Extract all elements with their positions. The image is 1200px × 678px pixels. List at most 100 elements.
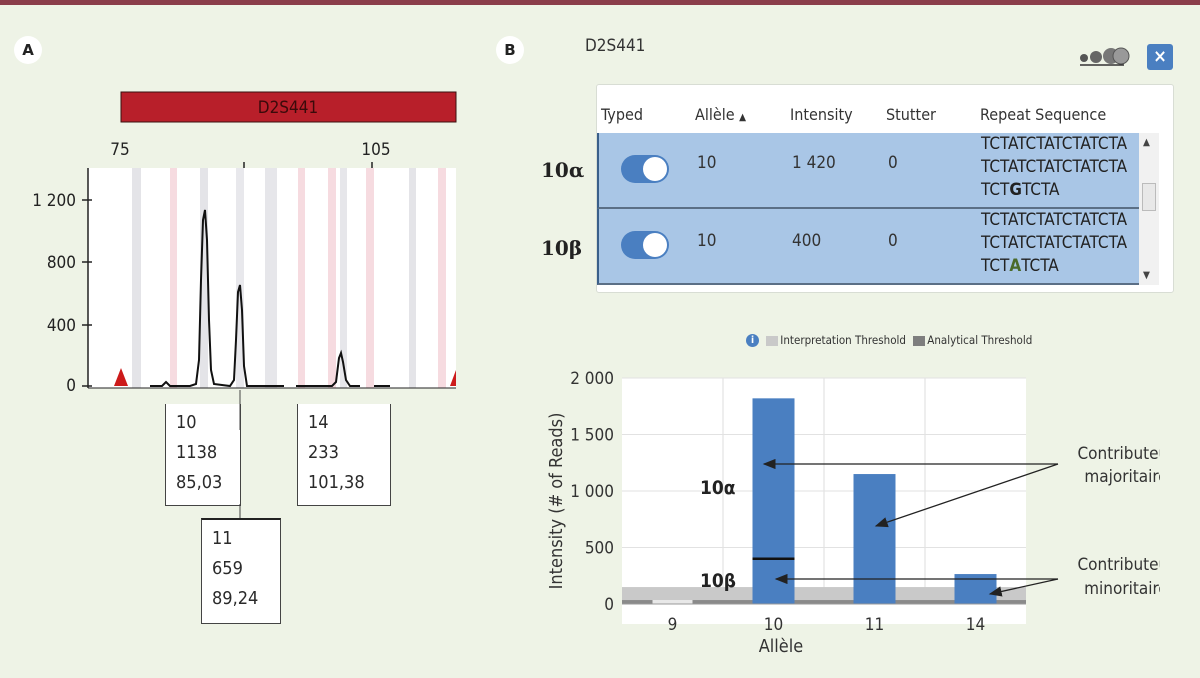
column-header-allele-label: Allèle (695, 105, 735, 124)
locus-title: D2S441 (585, 36, 646, 56)
chart-thresholds (622, 587, 1026, 604)
column-header-repeat-sequence[interactable]: Repeat Sequence (980, 105, 1107, 124)
label-majority-line2: majoritaire (1084, 467, 1160, 487)
peak-label-allele-11: 11 659 89,24 (201, 518, 281, 624)
leader-line-11 (239, 504, 241, 520)
row-label-beta: 10β (541, 236, 583, 260)
interpretation-threshold-band (622, 587, 1026, 604)
marker-bar (120, 91, 457, 123)
label-minority-line2: minoritaire (1084, 579, 1160, 599)
bar-allele-11[interactable] (853, 474, 896, 604)
threshold-legend: i Interpretation Threshold Analytical Th… (746, 333, 1032, 347)
table-scrollbar[interactable]: ▲ ▼ (1139, 133, 1159, 285)
top-accent-bar (0, 0, 1200, 5)
peak-leader-lines (239, 390, 241, 430)
y-tick-label: 0 (66, 376, 76, 396)
bar-allele-9[interactable] (652, 600, 693, 604)
variant-base: A (1009, 256, 1022, 276)
size-standard-marker-left (114, 368, 128, 386)
cell-allele: 10 (697, 153, 717, 173)
typed-toggle[interactable] (621, 231, 669, 259)
size-standard-marker-right (450, 370, 456, 386)
peak-label-allele-10: 10 1138 85,03 (165, 404, 241, 506)
peak-size: 101,38 (308, 472, 365, 493)
column-header-allele[interactable]: Allèle ▲ (695, 105, 746, 124)
y-axis-ticks (82, 199, 92, 387)
size-scale-right: 105 (361, 140, 390, 160)
variant-base: G (1009, 180, 1022, 200)
cell-intensity: 400 (792, 231, 822, 251)
scroll-down-icon[interactable]: ▼ (1143, 270, 1150, 281)
peak-height: 659 (212, 558, 243, 579)
sequence-line: TCTGTCTA (981, 180, 1060, 200)
bar-allele-10[interactable] (752, 398, 795, 604)
toggle-knob (643, 157, 667, 181)
intensity-bar-chart: 2 000 1 500 1 000 500 0 9 10 11 14 Allèle Inten… (546, 369, 1160, 657)
column-header-stutter[interactable]: Stutter (886, 105, 936, 124)
size-scale-left: 75 (110, 140, 129, 160)
peak-label-allele-14: 14 233 101,38 (297, 404, 391, 506)
bar-annotation-alpha: 10α (700, 477, 736, 499)
analytical-swatch (913, 335, 926, 346)
x-tick-label: 11 (865, 615, 884, 635)
column-header-typed[interactable]: Typed (601, 105, 643, 124)
allele-bins (132, 168, 446, 388)
cell-allele: 10 (697, 231, 717, 251)
panel-a-label: A (14, 36, 42, 64)
column-header-intensity[interactable]: Intensity (790, 105, 853, 124)
typed-toggle[interactable] (621, 155, 669, 183)
table-row[interactable]: 10 1 420 0 TCTATCTATCTATCTA TCTATCTATCTA… (597, 133, 1139, 209)
x-tick-label: 9 (668, 615, 678, 635)
row-label-alpha: 10α (541, 158, 585, 182)
marker-bar-label: D2S441 (258, 98, 318, 118)
x-tick-label: 10 (764, 615, 783, 635)
cell-repeat-sequence: TCTATCTATCTATCTA TCTATCTATCTATCTA TCTATC… (981, 209, 1127, 278)
sequence-line: TCTATCTATCTATCTA (981, 157, 1128, 177)
y-tick-label: 1 000 (570, 482, 614, 502)
peak-size: 89,24 (212, 588, 259, 609)
signal-trace (150, 209, 390, 388)
close-button[interactable]: × (1147, 44, 1173, 70)
label-minority-line1: Contributeur (1077, 555, 1160, 575)
sequence-line: TCTATCTA (981, 256, 1059, 276)
sequence-line: TCTATCTATCTATCTA (981, 134, 1128, 154)
peak-size: 85,03 (176, 472, 223, 493)
cell-stutter: 0 (888, 153, 898, 173)
chart-ylabel: Intensity (# of Reads) (546, 413, 567, 590)
analytical-threshold-band (622, 600, 1026, 604)
toggle-knob (643, 233, 667, 257)
scroll-thumb[interactable] (1142, 183, 1156, 211)
peak-allele: 14 (308, 412, 329, 433)
electropherogram: D2S441 75 105 1 200 800 400 0 (32, 91, 457, 396)
cell-repeat-sequence: TCTATCTATCTATCTA TCTATCTATCTATCTA TCTGTC… (981, 133, 1127, 202)
peak-allele: 11 (212, 528, 233, 549)
table-row[interactable]: 10 400 0 TCTATCTATCTATCTA TCTATCTATCTATC… (597, 209, 1139, 285)
y-tick-label: 0 (604, 595, 614, 615)
y-tick-label: 1 200 (32, 191, 76, 211)
y-tick-label: 500 (585, 539, 614, 559)
y-tick-label: 1 500 (570, 426, 614, 446)
bar-annotation-beta: 10β (700, 570, 736, 592)
chart-y-ticks: 2 000 1 500 1 000 500 0 (570, 369, 614, 615)
cell-stutter: 0 (888, 231, 898, 251)
sequence-line: TCTATCTATCTATCTA (981, 210, 1128, 230)
peak-allele: 10 (176, 412, 197, 433)
contributors-icon[interactable] (1078, 46, 1138, 68)
info-icon[interactable]: i (746, 334, 759, 347)
cell-intensity: 1 420 (792, 153, 836, 173)
y-tick-label: 400 (47, 316, 76, 336)
scroll-up-icon[interactable]: ▲ (1143, 137, 1150, 148)
label-majority-line1: Contributeur (1077, 444, 1160, 464)
interpretation-swatch (766, 335, 779, 346)
y-tick-label: 2 000 (570, 369, 614, 389)
panel-b-label: B (496, 36, 524, 64)
allele-table: Typed Allèle ▲ Intensity Stutter Repeat … (596, 84, 1174, 293)
peak-height: 1138 (176, 442, 218, 463)
annotation-arrows (762, 458, 1059, 597)
legend-analytical[interactable]: Analytical Threshold (927, 333, 1033, 347)
peak-height: 233 (308, 442, 339, 463)
sequence-line: TCTATCTATCTATCTA (981, 233, 1128, 253)
sort-ascending-icon: ▲ (739, 112, 747, 123)
legend-interpretation[interactable]: Interpretation Threshold (780, 333, 906, 347)
x-tick-label: 14 (966, 615, 985, 635)
